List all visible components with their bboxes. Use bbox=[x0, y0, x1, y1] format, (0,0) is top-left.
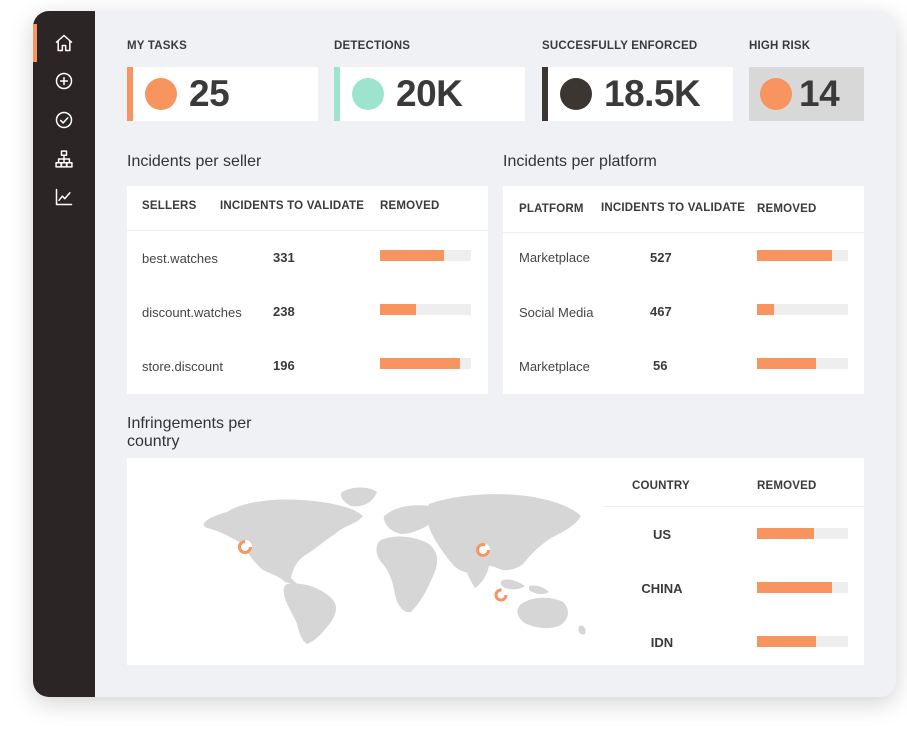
section-title-platforms: Incidents per platform bbox=[503, 153, 657, 170]
divider bbox=[503, 232, 864, 233]
seller-name: best.watches bbox=[142, 251, 218, 266]
map-marker-china[interactable] bbox=[476, 543, 490, 557]
divider bbox=[603, 506, 864, 507]
removed-progress bbox=[757, 304, 848, 315]
column-header: COUNTRY bbox=[632, 480, 690, 492]
kpi-value: 18.5K bbox=[604, 73, 701, 114]
map-europe bbox=[383, 505, 435, 534]
column-header: PLATFORM bbox=[519, 203, 584, 215]
removed-fill bbox=[380, 358, 461, 369]
section-title-sellers: Incidents per seller bbox=[127, 153, 262, 170]
removed-progress bbox=[757, 528, 848, 539]
incident-count: 331 bbox=[273, 250, 295, 265]
map-asia bbox=[427, 494, 581, 573]
line-chart-icon bbox=[55, 188, 73, 206]
removed-fill bbox=[757, 304, 775, 315]
section-title-countries: Infringements per country bbox=[127, 415, 252, 451]
removed-progress bbox=[757, 250, 848, 261]
removed-fill bbox=[757, 250, 832, 261]
hierarchy-icon bbox=[55, 150, 73, 168]
kpi-label-my-tasks: MY TASKS bbox=[127, 40, 187, 52]
divider bbox=[127, 230, 488, 231]
status-dot bbox=[760, 78, 792, 110]
kpi-value: 20K bbox=[396, 73, 463, 114]
sidebar-item-tasks[interactable] bbox=[33, 101, 95, 139]
kpi-card-enforced[interactable]: 18.5K bbox=[542, 67, 733, 121]
map-india bbox=[463, 555, 489, 588]
incident-count: 56 bbox=[653, 358, 668, 373]
removed-progress bbox=[757, 358, 848, 369]
kpi-label-high-risk: HIGH RISK bbox=[749, 40, 811, 52]
removed-fill bbox=[380, 304, 417, 315]
kpi-value: 14 bbox=[799, 73, 840, 114]
incident-count: 196 bbox=[273, 358, 295, 373]
kpi-card-my-tasks[interactable]: 25 bbox=[127, 67, 318, 121]
kpi-card-high-risk[interactable]: 14 bbox=[749, 67, 864, 121]
removed-fill bbox=[757, 358, 817, 369]
kpi-label-detections: DETECTIONS bbox=[334, 40, 411, 52]
kpi-accent-bar bbox=[542, 67, 548, 121]
kpi-accent-bar bbox=[334, 67, 340, 121]
column-header: REMOVED bbox=[757, 480, 817, 492]
countries-panel: COUNTRY REMOVED US CHINA IDN bbox=[127, 458, 864, 665]
platform-name: Marketplace bbox=[519, 359, 590, 374]
column-header: SELLERS bbox=[142, 200, 197, 212]
kpi-value: 25 bbox=[189, 73, 230, 114]
sidebar-item-add[interactable] bbox=[33, 62, 95, 100]
incident-count: 527 bbox=[650, 250, 672, 265]
country-name: IDN bbox=[650, 635, 674, 650]
status-dot bbox=[145, 78, 177, 110]
column-header: REMOVED bbox=[380, 200, 440, 212]
status-dot bbox=[560, 78, 592, 110]
dashboard-window: MY TASKS DETECTIONS SUCCESFULLY ENFORCED… bbox=[33, 11, 896, 697]
platform-name: Social Media bbox=[519, 305, 594, 320]
country-name: CHINA bbox=[641, 581, 683, 596]
status-dot bbox=[352, 78, 384, 110]
removed-progress bbox=[380, 358, 471, 369]
plus-circle-icon bbox=[55, 72, 73, 90]
kpi-accent-bar bbox=[127, 67, 133, 121]
map-indonesia bbox=[500, 579, 525, 590]
platform-name: Marketplace bbox=[519, 250, 590, 265]
incident-count: 238 bbox=[273, 304, 295, 319]
column-header: REMOVED bbox=[757, 203, 817, 215]
sidebar bbox=[33, 11, 95, 697]
map-indonesia-east bbox=[529, 585, 549, 595]
map-greenland bbox=[341, 487, 377, 507]
platforms-table: PLATFORM INCIDENTS TO VALIDATE REMOVED M… bbox=[503, 186, 864, 394]
home-icon bbox=[55, 34, 73, 52]
section-title-line: Infringements per bbox=[127, 415, 252, 432]
seller-name: store.discount bbox=[142, 359, 223, 374]
column-header: INCIDENTS TO VALIDATE bbox=[220, 200, 365, 212]
removed-fill bbox=[757, 636, 817, 647]
sidebar-item-home[interactable] bbox=[33, 24, 95, 62]
check-circle-icon bbox=[55, 111, 73, 129]
removed-fill bbox=[757, 582, 832, 593]
removed-progress bbox=[380, 304, 471, 315]
map-south-america bbox=[283, 583, 336, 644]
section-title-line: country bbox=[127, 433, 180, 450]
incident-count: 467 bbox=[650, 304, 672, 319]
kpi-card-detections[interactable]: 20K bbox=[334, 67, 525, 121]
sellers-table: SELLERS INCIDENTS TO VALIDATE REMOVED be… bbox=[127, 186, 488, 394]
removed-progress bbox=[757, 636, 848, 647]
sidebar-item-analytics[interactable] bbox=[33, 178, 95, 216]
column-header: INCIDENTS TO VALIDATE bbox=[601, 202, 746, 214]
removed-progress bbox=[757, 582, 848, 593]
map-australia bbox=[517, 597, 568, 629]
sidebar-item-hierarchy[interactable] bbox=[33, 140, 95, 178]
map-marker-us[interactable] bbox=[238, 540, 252, 554]
kpi-label-enforced: SUCCESFULLY ENFORCED bbox=[542, 40, 698, 52]
map-africa bbox=[376, 536, 438, 613]
map-new-zealand bbox=[578, 625, 586, 635]
removed-fill bbox=[757, 528, 815, 539]
removed-fill bbox=[380, 250, 444, 261]
world-map[interactable] bbox=[167, 478, 607, 648]
map-marker-idn[interactable] bbox=[494, 588, 508, 602]
removed-progress bbox=[380, 250, 471, 261]
seller-name: discount.watches bbox=[142, 305, 242, 320]
country-name: US bbox=[652, 527, 672, 542]
map-north-america bbox=[203, 499, 363, 586]
